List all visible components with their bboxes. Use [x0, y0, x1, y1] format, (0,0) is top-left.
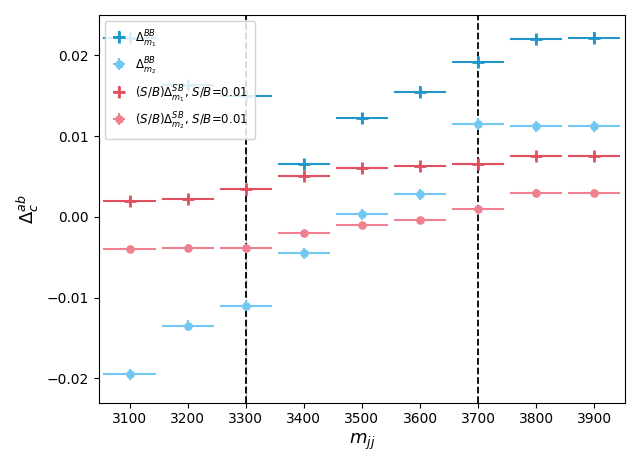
Legend: $\Delta_{m_1}^{BB}$, $\Delta_{m_2}^{BB}$, $(S/B)\Delta_{m_1}^{SB}$, $S/B$=0.01, : $\Delta_{m_1}^{BB}$, $\Delta_{m_2}^{BB}$…: [105, 21, 255, 139]
X-axis label: $m_{jj}$: $m_{jj}$: [349, 432, 375, 452]
Y-axis label: $\Delta_c^{ab}$: $\Delta_c^{ab}$: [15, 194, 41, 224]
